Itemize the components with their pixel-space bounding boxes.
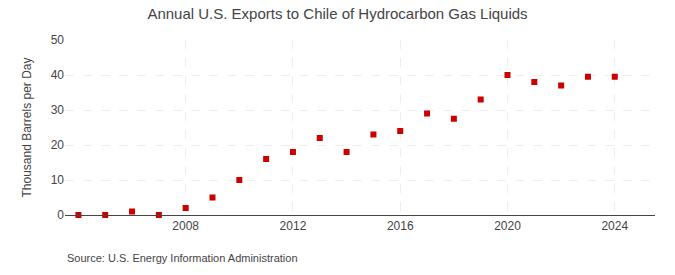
svg-text:2008: 2008 bbox=[172, 219, 199, 233]
svg-text:2016: 2016 bbox=[387, 219, 414, 233]
svg-text:2020: 2020 bbox=[494, 219, 521, 233]
svg-text:40: 40 bbox=[51, 68, 65, 82]
svg-text:0: 0 bbox=[57, 208, 64, 222]
svg-text:10: 10 bbox=[51, 173, 65, 187]
svg-text:50: 50 bbox=[51, 33, 65, 47]
svg-text:20: 20 bbox=[51, 138, 65, 152]
svg-text:Thousand Barrels per Day: Thousand Barrels per Day bbox=[20, 57, 34, 197]
svg-text:30: 30 bbox=[51, 103, 65, 117]
svg-text:Annual U.S. Exports to Chile o: Annual U.S. Exports to Chile of Hydrocar… bbox=[147, 5, 527, 22]
svg-text:2024: 2024 bbox=[601, 219, 628, 233]
svg-text:Source: U.S. Energy Informatio: Source: U.S. Energy Information Administ… bbox=[67, 252, 298, 264]
svg-text:2012: 2012 bbox=[280, 219, 307, 233]
